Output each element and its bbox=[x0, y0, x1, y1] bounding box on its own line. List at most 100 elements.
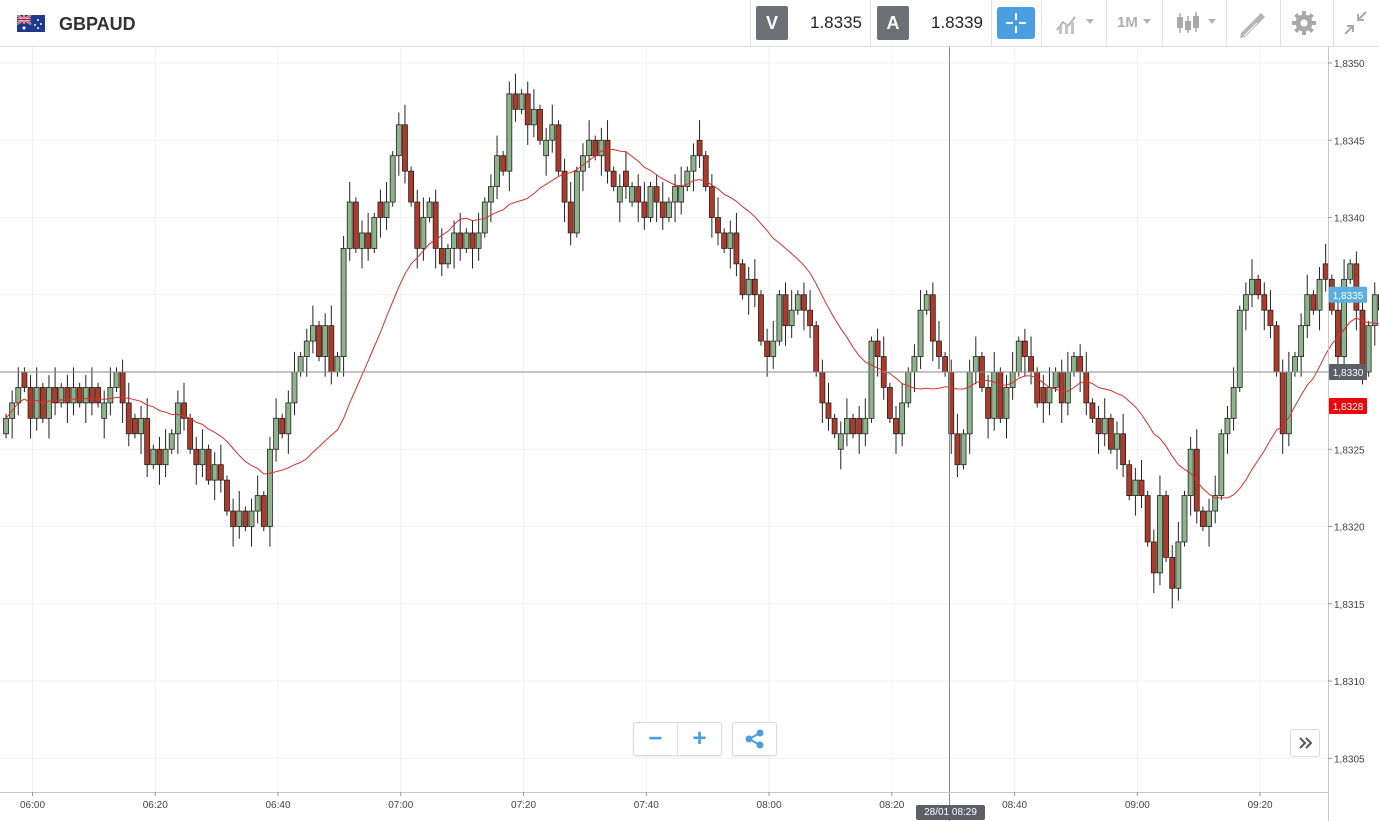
candle-down bbox=[1077, 356, 1084, 373]
zoom-controls: − + bbox=[633, 722, 722, 756]
price-chart[interactable]: 1,8350 1,8345 1,8340 1,8335 1,8330 1,8325 1,83… bbox=[0, 47, 1379, 821]
x-tick-label: 06:20 bbox=[143, 800, 168, 811]
candle-up bbox=[1114, 433, 1120, 450]
ask-price[interactable]: 1.8339 bbox=[931, 13, 983, 32]
collapse-button[interactable] bbox=[1336, 0, 1376, 46]
candle-up bbox=[1212, 495, 1219, 512]
zoom-in-button[interactable]: + bbox=[692, 725, 707, 752]
candle-up bbox=[629, 186, 635, 203]
candle-up bbox=[162, 448, 169, 466]
y-tick-label: 1,8310 bbox=[1334, 677, 1365, 688]
candle-up bbox=[972, 356, 979, 373]
divider bbox=[1041, 0, 1042, 46]
divider bbox=[677, 723, 678, 755]
candlestick-icon bbox=[1177, 12, 1216, 33]
candle-down bbox=[377, 201, 384, 218]
candle-up bbox=[1341, 278, 1347, 357]
candle-up bbox=[3, 417, 9, 435]
y-tick-label: 1,8305 bbox=[1334, 754, 1365, 765]
candle-up bbox=[770, 340, 777, 357]
price-tag bbox=[1329, 286, 1367, 303]
candle-down bbox=[1120, 433, 1127, 466]
candle-down bbox=[893, 417, 899, 435]
candle-up bbox=[494, 155, 500, 187]
candle-up bbox=[960, 433, 967, 466]
candle-down bbox=[1150, 541, 1157, 574]
candle-up bbox=[1101, 417, 1108, 435]
share-button[interactable] bbox=[732, 722, 777, 756]
candle-down bbox=[512, 93, 519, 110]
symbol-name[interactable]: GBPAUD bbox=[59, 14, 136, 34]
candle-up bbox=[678, 186, 685, 203]
buy-button[interactable]: A bbox=[877, 6, 909, 40]
candle-down bbox=[260, 495, 267, 527]
candle-down bbox=[1022, 340, 1028, 357]
x-tick-label: 08:00 bbox=[757, 800, 782, 811]
candle-down bbox=[1040, 387, 1047, 404]
candle-down bbox=[825, 402, 832, 419]
candle-up bbox=[794, 294, 801, 311]
candle-up bbox=[174, 402, 181, 435]
candle-up bbox=[1242, 294, 1249, 311]
candle-down bbox=[119, 371, 126, 404]
scroll-to-end-button[interactable] bbox=[1290, 729, 1320, 757]
indicators-button[interactable] bbox=[1050, 0, 1100, 46]
double-chevron-right-icon bbox=[1299, 737, 1313, 749]
candle-down bbox=[187, 417, 194, 450]
candle-up bbox=[70, 387, 77, 404]
candle-up bbox=[451, 232, 457, 249]
candle-down bbox=[985, 387, 991, 419]
y-tick-label: 1,8315 bbox=[1334, 600, 1365, 611]
candle-up bbox=[745, 278, 752, 296]
divider bbox=[870, 0, 871, 46]
chart-type-button[interactable] bbox=[1170, 0, 1225, 46]
candle-down bbox=[64, 387, 71, 404]
candle-down bbox=[801, 294, 807, 311]
candle-up bbox=[1316, 278, 1323, 311]
candle-up bbox=[966, 371, 973, 435]
candle-down bbox=[125, 402, 132, 435]
candle-up bbox=[549, 124, 556, 141]
candle-up bbox=[1365, 325, 1372, 373]
candle-up bbox=[138, 417, 144, 435]
candle-down bbox=[856, 417, 863, 435]
candle-up bbox=[788, 309, 795, 327]
candle-up bbox=[573, 170, 580, 234]
candle-down bbox=[1107, 417, 1114, 450]
price-tag-label: 1,8335 bbox=[1333, 291, 1364, 302]
candle-down bbox=[95, 387, 101, 404]
candle-down bbox=[758, 294, 764, 342]
timeframe-label[interactable]: 1M bbox=[1117, 14, 1138, 31]
price-tag bbox=[1329, 364, 1367, 380]
divider bbox=[1333, 0, 1334, 46]
candle-up bbox=[267, 448, 273, 527]
drawing-tools-button[interactable] bbox=[1230, 0, 1276, 46]
crosshair-time-label: 28/01 08:29 bbox=[916, 805, 985, 820]
settings-button[interactable] bbox=[1285, 0, 1325, 46]
y-tick-label: 1,8320 bbox=[1334, 523, 1365, 534]
candle-down bbox=[316, 325, 322, 357]
candle-down bbox=[537, 108, 543, 141]
y-tick-label: 1,8340 bbox=[1334, 214, 1365, 225]
candle-down bbox=[555, 124, 562, 172]
candle-up bbox=[309, 325, 316, 342]
sell-button[interactable]: V bbox=[756, 6, 788, 40]
candle-up bbox=[862, 417, 869, 435]
price-tag-label: 1,8328 bbox=[1333, 402, 1364, 413]
timeframe-dropdown[interactable] bbox=[1107, 0, 1162, 46]
x-tick-label: 08:40 bbox=[1002, 800, 1027, 811]
candles bbox=[3, 73, 1379, 609]
bid-price[interactable]: 1.8335 bbox=[810, 13, 862, 32]
candle-down bbox=[653, 186, 660, 203]
candle-down bbox=[1267, 309, 1274, 327]
candle-down bbox=[328, 325, 335, 373]
candle-down bbox=[635, 186, 642, 203]
candle-up bbox=[899, 402, 906, 435]
candle-down bbox=[886, 387, 893, 419]
zoom-out-button[interactable]: − bbox=[648, 725, 663, 752]
candle-up bbox=[199, 448, 206, 466]
candle-down bbox=[733, 232, 740, 265]
candle-up bbox=[371, 217, 378, 249]
crosshair-button[interactable] bbox=[997, 7, 1035, 39]
candle-up bbox=[475, 232, 482, 249]
